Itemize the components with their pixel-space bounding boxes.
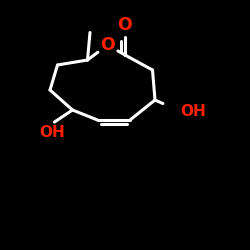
Text: O: O	[100, 36, 115, 54]
Text: OH: OH	[39, 125, 64, 140]
Text: OH: OH	[180, 104, 206, 119]
Text: O: O	[118, 16, 132, 34]
